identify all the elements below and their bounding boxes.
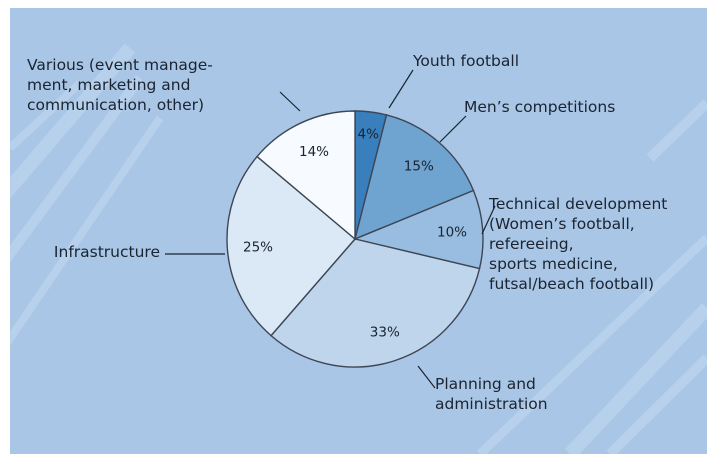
percent-label: 33%: [370, 325, 400, 341]
leader-lines: [165, 69, 496, 389]
category-labels: Youth football Men’s competitions Technica…: [27, 52, 667, 413]
percent-labels: 4% 15% 10% 33% 25% 14%: [243, 127, 467, 341]
category-label-line: refereeing,: [489, 235, 574, 253]
pie-slice: [270, 238, 481, 368]
category-label-line: sports medicine,: [489, 255, 618, 273]
category-label: Youth football: [412, 52, 519, 70]
background-stripe: [476, 234, 707, 454]
category-label-line: ment, marketing and: [27, 76, 190, 94]
background-stripe: [10, 80, 83, 151]
leader-line: [417, 365, 436, 389]
pie-slice: [352, 189, 484, 270]
percent-label: 25%: [243, 240, 273, 256]
leader-line: [388, 69, 414, 109]
background-stripe: [646, 99, 707, 162]
category-label: Infrastructure: [54, 243, 160, 261]
category-label-line: Various (event manage-: [27, 56, 213, 74]
background-stripe: [10, 75, 145, 263]
category-label: Various (event manage-ment, marketing an…: [27, 56, 213, 114]
category-label-line: Technical development: [488, 195, 667, 213]
pie-slice: [226, 155, 356, 337]
background-stripe: [10, 43, 136, 199]
category-label-line: futsal/beach football): [489, 275, 654, 293]
pie-slice: [353, 114, 475, 241]
chart-panel: 4% 15% 10% 33% 25% 14% Youth football Men’s co…: [10, 8, 707, 454]
percent-label: 10%: [437, 224, 467, 240]
background-stripe: [564, 303, 707, 454]
category-label-line: Youth football: [412, 52, 519, 70]
category-label-line: Infrastructure: [54, 243, 160, 261]
background-stripe: [10, 115, 164, 346]
percent-label: 14%: [299, 144, 329, 160]
category-label: Planning and administration: [435, 375, 548, 413]
percent-label: 15%: [404, 159, 434, 175]
background-stripes: [10, 43, 707, 454]
pie-chart: 4% 15% 10% 33% 25% 14% Youth football Men’s co…: [10, 43, 707, 454]
pie-slice: [256, 110, 356, 241]
category-label: Men’s competitions: [464, 98, 615, 116]
category-label-line: (Women’s football,: [489, 215, 635, 233]
leader-line: [279, 91, 301, 112]
category-label-line: administration: [435, 395, 548, 413]
leader-line: [439, 115, 467, 143]
category-label-line: communication, other): [27, 96, 204, 114]
background-stripe: [606, 354, 707, 454]
percent-label: 4%: [357, 127, 379, 143]
pie-slices: [226, 110, 484, 368]
category-label-line: Planning and: [435, 375, 536, 393]
category-label: Technical development (Women’s football, r…: [488, 195, 667, 293]
leader-line: [481, 205, 496, 235]
category-label-line: Men’s competitions: [464, 98, 615, 116]
